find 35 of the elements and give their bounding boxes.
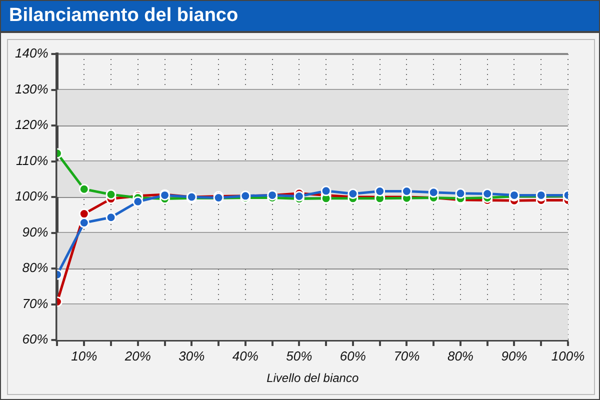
y-tick-label: 80%	[22, 260, 48, 276]
point	[78, 208, 90, 220]
point	[348, 188, 358, 200]
point	[320, 186, 332, 196]
x-tick-label: 50%	[286, 348, 312, 364]
point	[78, 184, 90, 194]
x-tick-label: 10%	[71, 348, 98, 364]
y-tick-label: 130%	[15, 81, 48, 96]
y-tick-label: 90%	[22, 224, 48, 240]
chart-title: Bilanciamento del bianco	[1, 1, 599, 33]
point	[401, 186, 412, 197]
x-tick-label: 60%	[340, 348, 366, 364]
y-tick-label: 140%	[15, 46, 48, 61]
point	[374, 186, 386, 197]
point	[106, 189, 116, 200]
y-tick-label: 100%	[15, 188, 48, 204]
point	[428, 187, 439, 198]
y-tick-label: 70%	[22, 296, 48, 311]
x-tick-label: 80%	[447, 348, 474, 364]
x-tick-label: 70%	[394, 348, 420, 364]
point	[132, 196, 144, 207]
point	[106, 212, 116, 223]
point	[294, 191, 304, 202]
y-tick-label: 110%	[16, 152, 48, 168]
x-axis-title: Livello del bianco	[266, 371, 359, 386]
point	[482, 188, 493, 200]
x-tick-label: 90%	[501, 348, 528, 364]
x-tick-label: 40%	[232, 348, 258, 364]
point	[78, 217, 90, 228]
x-tick-label: 30%	[178, 348, 205, 364]
x-tick-label: 20%	[124, 348, 151, 364]
y-tick-label: 120%	[15, 117, 48, 132]
y-tick-label: 60%	[22, 332, 48, 347]
x-tick-label: 100%	[551, 348, 585, 364]
point	[455, 188, 466, 199]
